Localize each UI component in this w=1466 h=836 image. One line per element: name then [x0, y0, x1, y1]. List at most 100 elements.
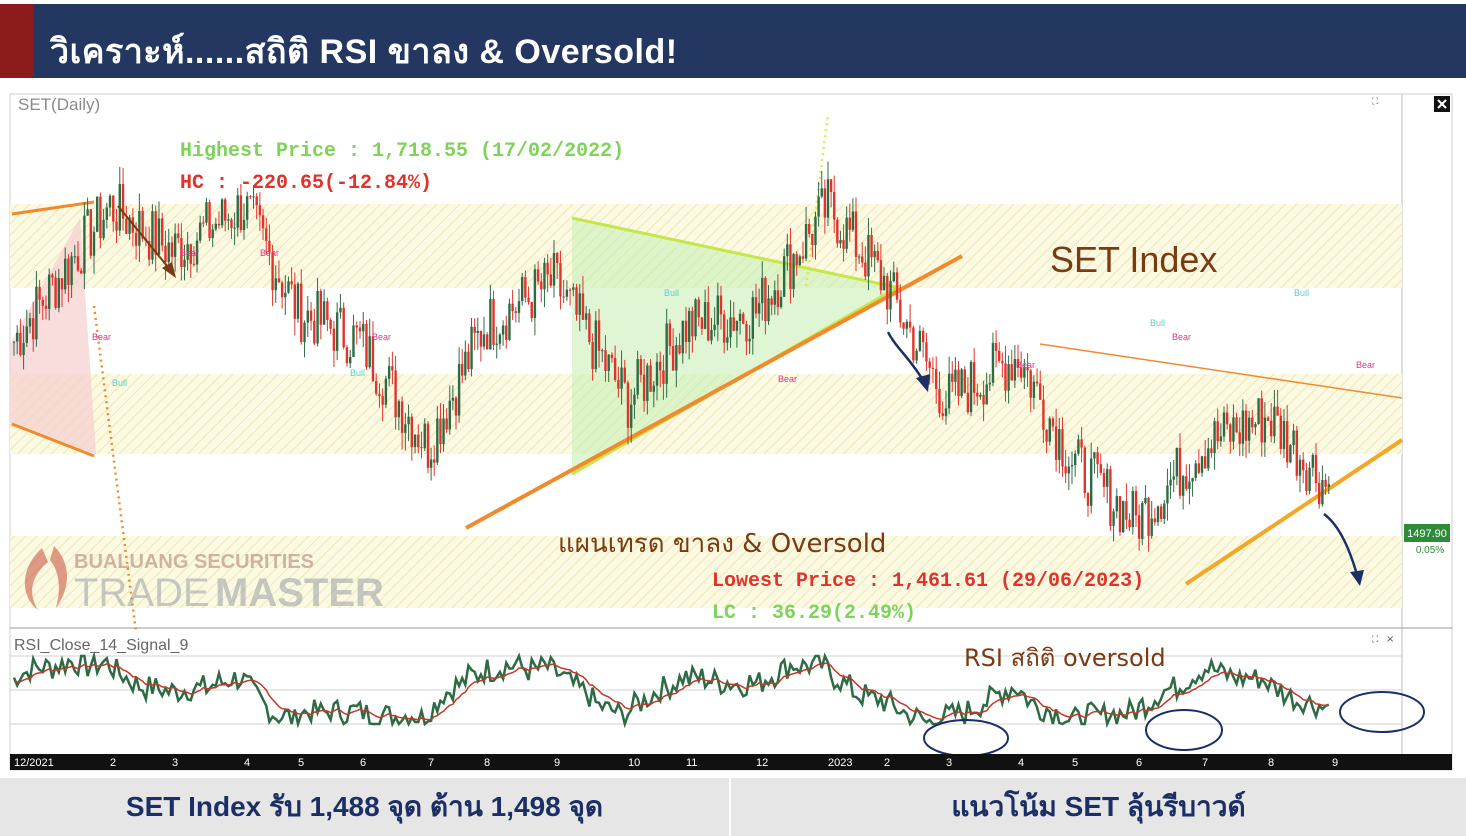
candle-body: [64, 258, 67, 290]
candle-body: [697, 299, 700, 318]
candle-body: [16, 332, 19, 342]
candle-body: [642, 374, 646, 401]
candle-body: [309, 310, 313, 321]
candle-body: [454, 397, 458, 416]
candle-body: [86, 209, 89, 216]
candle-body: [1096, 452, 1099, 465]
rsi-close-icon[interactable]: ×: [1386, 634, 1394, 645]
candle-body: [823, 188, 827, 218]
candle-body: [833, 192, 836, 220]
candle-body: [1026, 367, 1029, 371]
candle-body: [365, 323, 368, 368]
candle-body: [792, 254, 795, 290]
rsi-expand-icon[interactable]: ⛶: [1371, 634, 1379, 645]
bull-signal-label: Bull: [1294, 288, 1309, 298]
candle-body: [83, 215, 86, 274]
candle-body: [848, 217, 851, 230]
candle-body: [397, 401, 401, 418]
candle-body: [568, 289, 572, 291]
candle-body: [918, 330, 922, 351]
candle-body: [303, 322, 306, 343]
bear-signal-label: Bear: [372, 332, 391, 342]
candle-body: [1232, 417, 1235, 442]
candle-body: [649, 365, 652, 392]
candle-body: [536, 269, 540, 282]
candle-body: [1311, 455, 1314, 468]
candle-body: [1007, 364, 1010, 391]
candle-body: [976, 392, 979, 397]
candle-body: [882, 275, 886, 291]
candle-body: [284, 292, 287, 298]
projection-dotted-line: [804, 113, 830, 287]
rsi-panel-title: RSI_Close_14_Signal_9: [14, 637, 188, 654]
candle-body: [652, 385, 655, 392]
candle-body: [811, 233, 814, 246]
candle-body: [287, 281, 290, 293]
candle-body: [141, 210, 144, 239]
candle-body: [362, 323, 365, 332]
candle-body: [105, 207, 108, 220]
x-tick-label: 9: [554, 757, 560, 769]
chart-area: Bear Bear Bear Bear Bear Bear Bear Bear Bull Bull…: [9, 93, 1453, 771]
candle-body: [944, 408, 948, 417]
candle-body: [498, 334, 502, 344]
candle-body: [342, 307, 345, 348]
candle-body: [527, 297, 530, 303]
candle-body: [54, 277, 57, 308]
candle-body: [1061, 429, 1064, 467]
candle-body: [829, 179, 833, 193]
candle-body: [352, 325, 355, 357]
candle-body: [1216, 421, 1219, 442]
candle-body: [851, 211, 855, 230]
candle-body: [1112, 511, 1115, 526]
bear-signal-label: Bear: [92, 332, 111, 342]
candle-body: [665, 323, 668, 384]
candle-body: [1042, 399, 1045, 430]
candle-body: [423, 423, 426, 449]
candle-body: [552, 252, 556, 286]
candle-body: [735, 320, 739, 331]
candle-body: [170, 242, 174, 257]
candle-body: [786, 244, 789, 257]
candle-body: [125, 218, 128, 234]
candle-body: [473, 326, 476, 333]
candle-body: [134, 232, 138, 246]
candle-body: [915, 350, 918, 361]
candle-body: [1263, 417, 1267, 443]
candle-body: [639, 359, 643, 375]
candle-body: [121, 183, 125, 219]
candle-body: [1324, 479, 1327, 487]
candle-body: [524, 277, 527, 298]
candle-body: [931, 367, 935, 370]
expand-icon[interactable]: ⛶: [1371, 96, 1379, 107]
close-icon-glyph: [1437, 99, 1447, 109]
candle-body: [329, 319, 332, 329]
candle-body: [719, 295, 723, 315]
candle-body: [626, 382, 630, 428]
candle-body: [801, 256, 805, 259]
candle-body: [492, 299, 495, 345]
candle-body: [782, 256, 786, 297]
candle-body: [533, 269, 537, 319]
candle-body: [1210, 448, 1213, 453]
candle-body: [128, 217, 131, 234]
candle-body: [35, 286, 38, 340]
candle-body: [994, 343, 998, 351]
candle-body: [1302, 459, 1305, 471]
lc-annotation: LC : 36.29(2.49%): [712, 602, 916, 625]
candle-body: [633, 394, 636, 405]
last-price-value: 1497.90: [1407, 528, 1447, 540]
candle-body: [51, 274, 54, 278]
candle-body: [979, 394, 982, 397]
candle-body: [607, 354, 610, 371]
candle-body: [610, 354, 614, 358]
candle-body: [1203, 456, 1207, 469]
set-index-label: SET Index: [1050, 239, 1217, 280]
candle-body: [296, 283, 300, 319]
candle-body: [713, 324, 716, 330]
x-tick-label: 4: [244, 757, 250, 769]
candle-body: [89, 209, 92, 256]
candle-body: [779, 296, 783, 308]
candle-body: [1086, 492, 1090, 506]
candle-body: [767, 298, 770, 322]
